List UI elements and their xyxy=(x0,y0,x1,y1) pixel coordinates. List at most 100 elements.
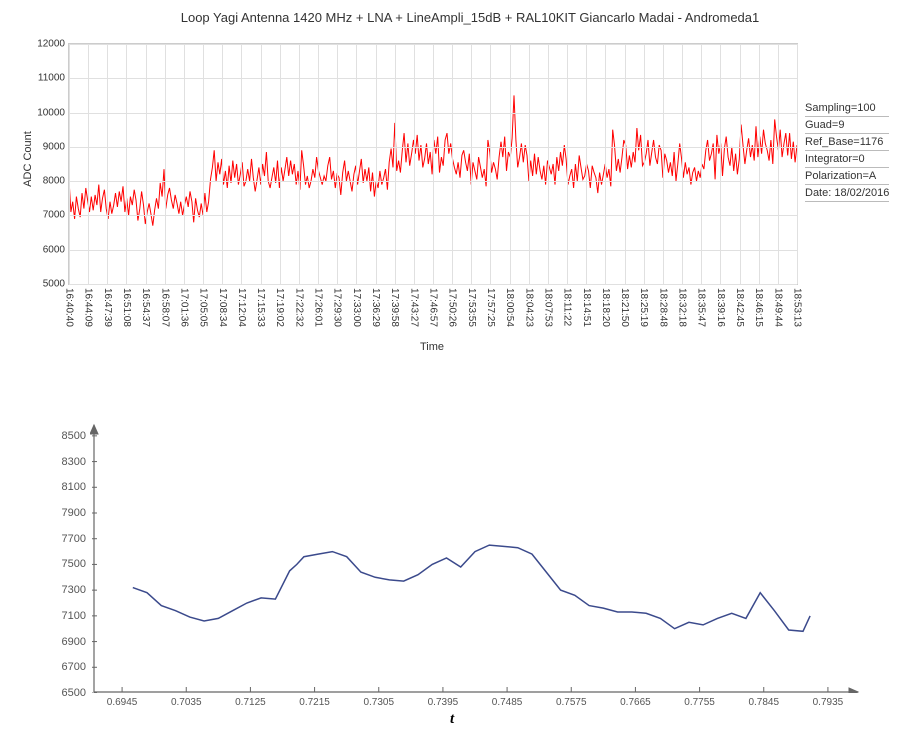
chart-1-gridline-v xyxy=(625,44,626,284)
chart-1-x-tick: 17:53:55 xyxy=(466,284,477,327)
info-row: Guad=9 xyxy=(805,117,889,134)
info-row: Integrator=0 xyxy=(805,151,889,168)
chart-2-y-tick: 7300 xyxy=(62,584,90,596)
chart-1-x-tick: 18:07:53 xyxy=(542,284,553,327)
chart-1-x-tick: 17:19:02 xyxy=(274,284,285,327)
chart-1-x-tick: 18:18:20 xyxy=(600,284,611,327)
chart-2-x-tick: 0.7215 xyxy=(299,693,330,708)
chart-1-y-tick: 7000 xyxy=(43,210,69,221)
info-row: Sampling=100 xyxy=(805,100,889,117)
chart-1-gridline-v xyxy=(261,44,262,284)
chart-2-y-tick: 7500 xyxy=(62,558,90,570)
chart-1-x-tick: 16:40:40 xyxy=(64,284,75,327)
chart-2-x-tick: 0.7845 xyxy=(748,693,779,708)
chart-1-x-tick: 17:39:58 xyxy=(389,284,400,327)
chart-1-x-tick: 16:44:09 xyxy=(83,284,94,327)
chart-1-x-tick: 17:12:04 xyxy=(236,284,247,327)
chart-1-y-tick: 8000 xyxy=(43,176,69,187)
chart-2-x-tick: 0.7485 xyxy=(492,693,523,708)
chart-1-gridline-v xyxy=(241,44,242,284)
chart-1-x-tick: 18:46:15 xyxy=(753,284,764,327)
chart-1-x-tick: 18:14:51 xyxy=(581,284,592,327)
chart-1-gridline-v xyxy=(69,44,70,284)
chart-1-y-tick: 12000 xyxy=(37,39,69,50)
chart-1-x-tick: 18:53:13 xyxy=(792,284,803,327)
chart-1-x-tick: 18:00:54 xyxy=(504,284,515,327)
chart-1-x-tick: 16:47:39 xyxy=(102,284,113,327)
chart-1-gridline-v xyxy=(720,44,721,284)
chart-1-x-tick: 18:11:22 xyxy=(562,284,573,326)
info-panel: Sampling=100Guad=9Ref_Base=1176Integrato… xyxy=(805,100,889,202)
chart-2-y-tick: 8100 xyxy=(62,481,90,493)
chart-1-x-tick: 18:32:18 xyxy=(677,284,688,327)
chart-1-gridline-v xyxy=(126,44,127,284)
chart-1-x-tick: 18:42:45 xyxy=(734,284,745,327)
chart-1-x-tick: 18:21:50 xyxy=(619,284,630,327)
chart-2-y-tick: 8500 xyxy=(62,430,90,442)
chart-1-gridline-v xyxy=(299,44,300,284)
info-row: Polarization=A xyxy=(805,168,889,185)
chart-1-wrapper: 5000600070008000900010000110001200016:40… xyxy=(10,33,890,373)
chart-2-x-tick: 0.6945 xyxy=(107,693,138,708)
chart-1-gridline-v xyxy=(529,44,530,284)
chart-1-y-tick: 11000 xyxy=(38,73,69,84)
chart-2-wrapper: 6500670069007100730075007700790081008300… xyxy=(10,413,890,743)
chart-1-y-tick: 10000 xyxy=(37,107,69,118)
chart-1-x-tick: 17:46:57 xyxy=(428,284,439,327)
chart-1-x-tick: 18:28:48 xyxy=(657,284,668,327)
chart-2-y-tick: 6700 xyxy=(62,661,90,673)
chart-1-gridline-v xyxy=(165,44,166,284)
chart-2-line-svg xyxy=(90,423,860,693)
chart-1-x-tick: 18:04:23 xyxy=(523,284,534,327)
chart-1-gridline-v xyxy=(146,44,147,284)
chart-1-gridline-v xyxy=(395,44,396,284)
chart-2-x-tick: 0.7305 xyxy=(363,693,394,708)
chart-2-x-tick: 0.7575 xyxy=(556,693,587,708)
chart-1-gridline-v xyxy=(414,44,415,284)
chart-2-y-tick: 7100 xyxy=(62,610,90,622)
chart-2-x-tick: 0.7935 xyxy=(813,693,844,708)
chart-1-x-tick: 17:33:00 xyxy=(351,284,362,327)
chart-1-gridline-v xyxy=(184,44,185,284)
chart-2-container: 6500670069007100730075007700790081008300… xyxy=(10,413,890,743)
chart-1-gridline-v xyxy=(356,44,357,284)
chart-1-gridline-v xyxy=(222,44,223,284)
chart-1-gridline-v xyxy=(433,44,434,284)
chart-1-gridline-v xyxy=(701,44,702,284)
chart-2-axes xyxy=(94,425,858,692)
chart-1-gridline-v xyxy=(548,44,549,284)
chart-1-gridline-v xyxy=(107,44,108,284)
chart-1-gridline-v xyxy=(203,44,204,284)
chart-1-gridline-v xyxy=(452,44,453,284)
chart-1-title: Loop Yagi Antenna 1420 MHz + LNA + LineA… xyxy=(10,10,890,25)
chart-1-gridline-v xyxy=(759,44,760,284)
chart-1-x-tick: 18:49:44 xyxy=(772,284,783,327)
chart-1-x-tick: 17:15:33 xyxy=(255,284,266,327)
chart-1-x-tick: 16:58:07 xyxy=(159,284,170,327)
info-row: Date: 18/02/2016 xyxy=(805,185,889,202)
chart-2-y-tick: 7900 xyxy=(62,507,90,519)
chart-1-x-tick: 17:29:30 xyxy=(332,284,343,327)
chart-1-x-tick: 17:08:34 xyxy=(217,284,228,327)
chart-2-series-line xyxy=(133,545,810,631)
chart-2-x-tick: 0.7125 xyxy=(235,693,266,708)
chart-2-x-label: t xyxy=(450,711,454,728)
chart-1-gridline-v xyxy=(318,44,319,284)
chart-1-gridline-v xyxy=(490,44,491,284)
chart-1-gridline-v xyxy=(644,44,645,284)
info-row: Ref_Base=1176 xyxy=(805,134,889,151)
chart-1-x-tick: 18:35:47 xyxy=(696,284,707,327)
chart-1-gridline-v xyxy=(797,44,798,284)
chart-2-y-tick: 6900 xyxy=(62,636,90,648)
chart-1-x-tick: 16:54:37 xyxy=(140,284,151,327)
chart-1-gridline-v xyxy=(280,44,281,284)
chart-1-plot-area: 5000600070008000900010000110001200016:40… xyxy=(68,43,798,285)
chart-2-plot-area: 6500670069007100730075007700790081008300… xyxy=(90,423,860,693)
chart-1-x-tick: 17:22:32 xyxy=(293,284,304,327)
chart-1-gridline-v xyxy=(88,44,89,284)
chart-2-y-tick: 6500 xyxy=(62,687,90,699)
chart-2-y-tick: 7700 xyxy=(62,533,90,545)
chart-1-gridline-v xyxy=(682,44,683,284)
chart-1-x-tick: 17:05:05 xyxy=(198,284,209,327)
chart-1-gridline-v xyxy=(740,44,741,284)
